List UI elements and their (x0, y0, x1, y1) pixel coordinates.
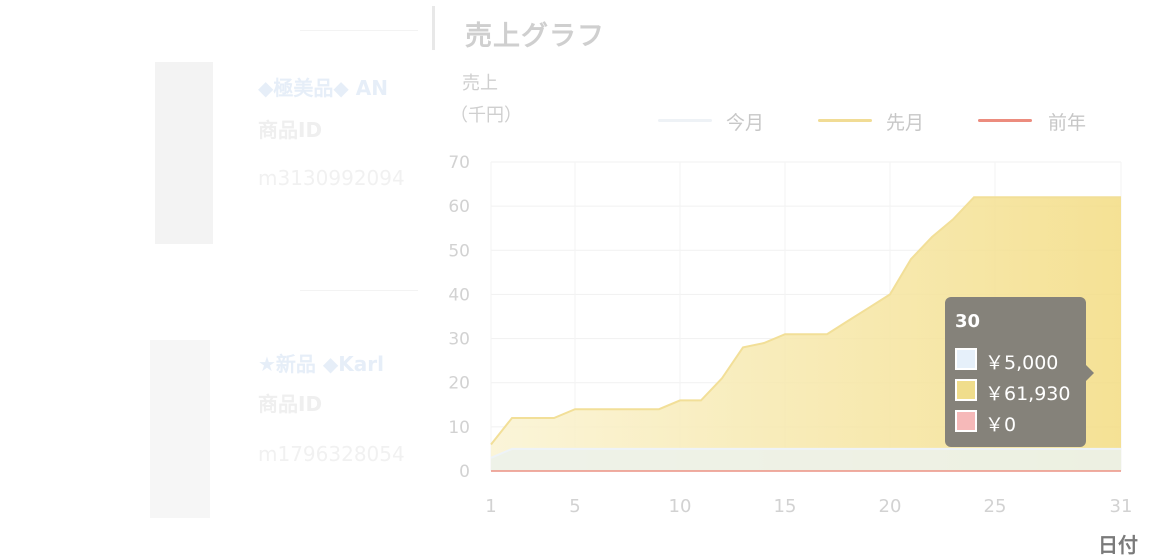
list-divider (300, 290, 418, 291)
x-tick-label: 20 (879, 496, 902, 517)
y-axis-unit: （千円） (450, 105, 522, 126)
product-title[interactable]: ★新品 ◆Karl (258, 352, 384, 376)
y-tick-label: 40 (448, 285, 470, 305)
series-line-last-month (490, 196, 1121, 446)
x-tick-label: 1 (485, 496, 496, 517)
tooltip-arrow (1086, 365, 1094, 381)
legend-swatch (818, 119, 872, 122)
product-title[interactable]: ◆極美品◆ AN (258, 76, 388, 100)
product-thumbnail[interactable] (155, 62, 213, 244)
y-tick-label: 10 (448, 418, 470, 438)
background-product-list: ◆極美品◆ AN 商品ID m3130992094 ★新品 ◆Karl 商品ID… (0, 0, 430, 560)
title-separator (432, 6, 435, 50)
x-tick-label: 15 (774, 496, 797, 517)
tooltip-value: ￥5,000 (985, 352, 1059, 374)
tooltip-value: ￥61,930 (985, 383, 1071, 405)
series-area-this-month (491, 448, 1121, 471)
list-divider (300, 30, 418, 31)
y-tick-label: 20 (448, 374, 470, 394)
list-clip-mask (418, 0, 438, 560)
x-tick-label: 10 (669, 496, 692, 517)
tooltip-swatch (955, 348, 977, 370)
y-tick-label: 60 (448, 197, 470, 217)
page-title: 売上グラフ (465, 21, 605, 52)
y-tick-label: 30 (448, 330, 470, 350)
x-axis-title: 日付 (1098, 533, 1138, 557)
legend-swatch (658, 119, 712, 122)
product-id-label: 商品ID (258, 118, 323, 142)
tooltip-value: ￥0 (985, 414, 1017, 436)
legend-swatch (978, 119, 1032, 122)
product-id-value: m1796328054 (258, 442, 405, 466)
y-axis-title: 売上 （千円） (450, 73, 522, 126)
product-thumbnail[interactable] (150, 340, 210, 518)
series-line-this-month (490, 447, 1121, 459)
chart-tooltip: 30 ￥5,000 ￥61,930 ￥0 (945, 297, 1094, 447)
y-tick-label: 0 (459, 462, 470, 482)
legend-label: 先月 (886, 112, 925, 134)
legend-label: 今月 (726, 112, 765, 134)
tooltip-swatch (955, 379, 977, 401)
y-tick-label: 50 (448, 241, 470, 261)
tooltip-swatch (955, 410, 977, 432)
product-id-label: 商品ID (258, 392, 323, 416)
legend-label: 前年 (1048, 112, 1087, 134)
x-tick-label: 25 (984, 496, 1007, 517)
tooltip-title: 30 (955, 311, 981, 332)
x-tick-label: 31 (1110, 496, 1133, 517)
x-tick-label: 5 (569, 496, 580, 517)
y-axis-label: 売上 (462, 73, 498, 94)
product-id-value: m3130992094 (258, 166, 405, 190)
y-tick-label: 70 (448, 153, 470, 173)
